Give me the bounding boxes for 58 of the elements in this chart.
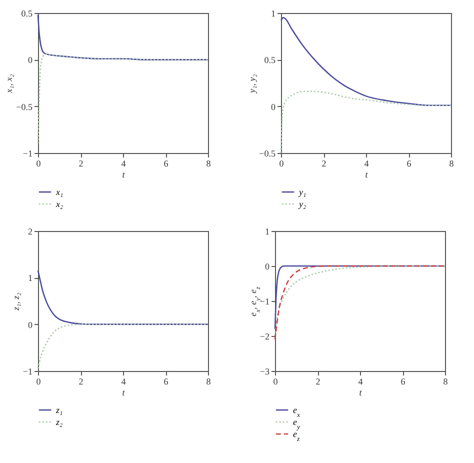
y-tick-label: 1 xyxy=(28,273,32,284)
line-series xyxy=(37,14,209,60)
x-tick-label: 0 xyxy=(36,376,42,386)
x-tick-label: 2 xyxy=(316,376,320,386)
y-tick-label: −0.5 xyxy=(16,102,33,112)
x-tick-label: 0 xyxy=(36,158,42,168)
x-axis-title: t xyxy=(122,170,126,180)
legend-label: e$_{z}$ xyxy=(293,429,300,442)
line-series xyxy=(280,90,452,154)
y-tick-label: −3 xyxy=(260,366,270,376)
legend-label: z₂ xyxy=(55,417,63,427)
legend-label: x₁ xyxy=(55,187,64,197)
x-tick-label: 4 xyxy=(121,158,126,168)
line-series xyxy=(37,53,209,144)
x-tick-label: 2 xyxy=(78,376,84,386)
y-axis-title: y₁, y₂ xyxy=(247,74,258,94)
y-tick-label: −1 xyxy=(22,366,32,376)
x-tick-label: 4 xyxy=(364,158,370,168)
x-tick-label: 4 xyxy=(121,376,126,386)
legend-label: z₁ xyxy=(55,405,63,415)
y-tick-label: 0.5 xyxy=(264,55,276,66)
line-series xyxy=(280,17,452,106)
y-tick-label: −0.5 xyxy=(259,148,276,158)
legend-label: y₂ xyxy=(298,199,306,209)
legend-label: e$_{y}$ xyxy=(293,417,300,430)
y-tick-label: 1 xyxy=(271,8,276,18)
x-tick-label: 8 xyxy=(206,158,212,168)
x-tick-label: 8 xyxy=(449,158,454,168)
x-axis-title: t xyxy=(365,170,368,180)
line-series xyxy=(37,324,209,370)
x-tick-label: 4 xyxy=(358,376,364,386)
x-tick-label: 8 xyxy=(206,376,212,386)
legend-label: x₂ xyxy=(55,199,64,209)
y-tick-label: 0 xyxy=(28,55,33,66)
x-axis-title: t xyxy=(122,388,126,398)
y-tick-label: 2 xyxy=(28,226,32,236)
x-tick-label: 0 xyxy=(279,158,284,168)
x-tick-label: 8 xyxy=(443,376,448,386)
x-tick-label: 6 xyxy=(400,376,406,386)
y-axis-title: x₁, x₂ xyxy=(4,74,14,94)
y-tick-label: 0 xyxy=(265,262,270,272)
x-axis-title: t xyxy=(359,388,362,398)
x-tick-label: 6 xyxy=(164,376,169,386)
line-series xyxy=(37,270,209,325)
y-tick-label: 0.5 xyxy=(21,8,33,18)
legend-label: e$_{x}$ xyxy=(293,405,300,418)
y-tick-label: −1 xyxy=(22,148,32,158)
y-tick-label: 0 xyxy=(28,320,33,330)
x-tick-label: 6 xyxy=(406,158,412,168)
legend-label: y₁ xyxy=(298,187,306,197)
y-tick-label: −2 xyxy=(260,332,270,342)
y-tick-label: −1 xyxy=(260,296,270,306)
y-axis-title: z₁, z₂ xyxy=(10,292,21,312)
y-tick-label: 1 xyxy=(265,226,270,236)
x-tick-label: 2 xyxy=(78,158,84,168)
y-tick-label: 0 xyxy=(271,102,276,112)
x-tick-label: 2 xyxy=(322,158,326,168)
x-tick-label: 6 xyxy=(164,158,169,168)
